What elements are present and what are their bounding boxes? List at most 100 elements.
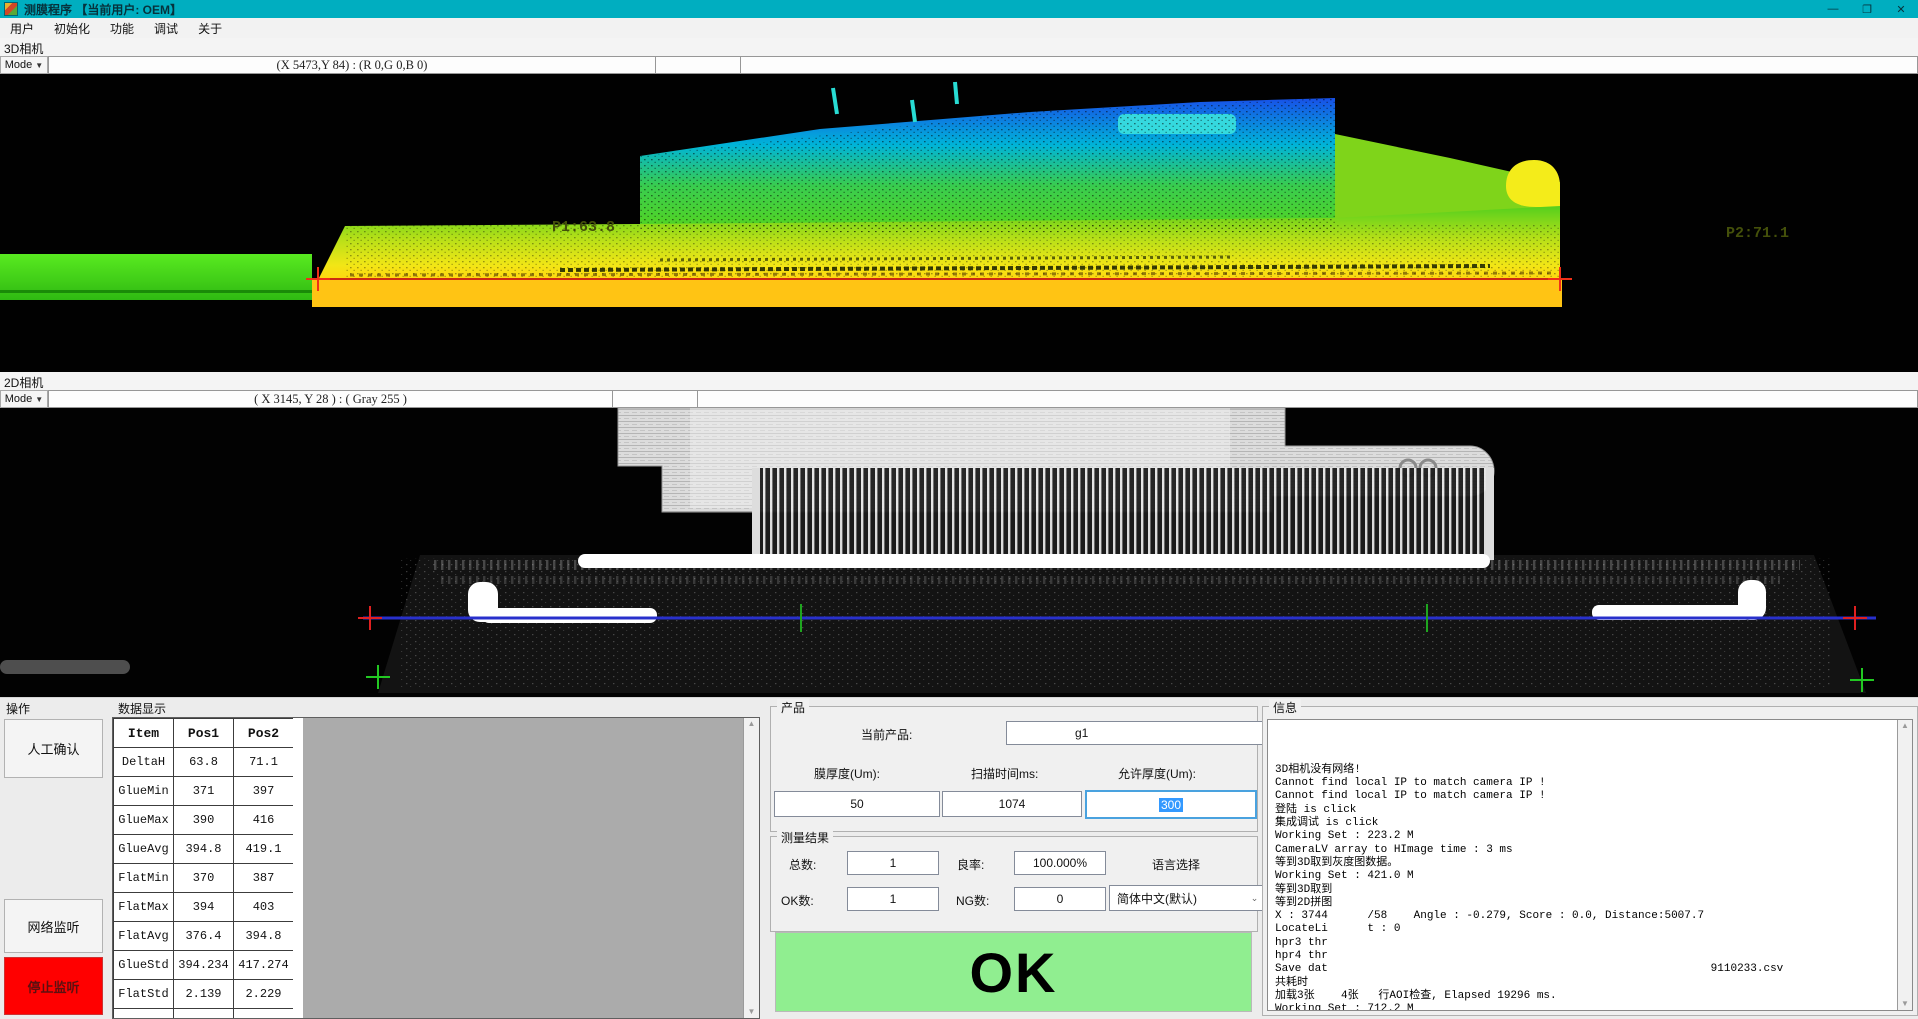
table-header-cell: Pos1 bbox=[174, 719, 234, 748]
table-row[interactable]: FlatStd 2.139 2.229 bbox=[114, 980, 294, 1009]
table-row[interactable]: X 2583.5 7866.7 bbox=[114, 1009, 294, 1019]
language-select-label: 语言选择 bbox=[1152, 856, 1200, 873]
table-cell-pos2: 387 bbox=[234, 864, 294, 893]
yield-label: 良率: bbox=[957, 856, 984, 873]
table-cell-item: FlatAvg bbox=[114, 922, 174, 951]
log-body: 3D相机没有网络!Cannot find local IP to match c… bbox=[1268, 720, 1897, 1010]
table-cell-pos2: 416 bbox=[234, 806, 294, 835]
log-area[interactable]: 3D相机没有网络!Cannot find local IP to match c… bbox=[1267, 719, 1913, 1011]
minimize-button[interactable]: — bbox=[1816, 0, 1850, 18]
log-line: 加载3张 4张 行AOI检查, Elapsed 19296 ms. bbox=[1275, 990, 1897, 1003]
info-groupbox-label: 信息 bbox=[1269, 699, 1301, 716]
menu-item[interactable]: 用户 bbox=[0, 20, 44, 37]
table-row[interactable]: FlatMax 394 403 bbox=[114, 893, 294, 922]
table-cell-pos2: 2.229 bbox=[234, 980, 294, 1009]
table-row[interactable]: FlatMin 370 387 bbox=[114, 864, 294, 893]
table-cell-pos1: 376.4 bbox=[174, 922, 234, 951]
results-groupbox: 测量结果 总数: 1 良率: 100.000% 语言选择 OK数: 1 NG数:… bbox=[770, 836, 1258, 932]
log-line: Save dat 9110233.csv bbox=[1275, 963, 1897, 976]
window-title: 测膜程序 【当前用户: OEM】 bbox=[24, 1, 182, 18]
table-row[interactable]: GlueStd 394.234 417.274 bbox=[114, 951, 294, 980]
table-cell-pos1: 394.8 bbox=[174, 835, 234, 864]
menu-item[interactable]: 初始化 bbox=[44, 20, 100, 37]
modebar3d-box bbox=[656, 56, 741, 74]
camera3d-label: 3D相机 bbox=[4, 40, 43, 57]
table-cell-item: X bbox=[114, 1009, 174, 1019]
scan-time-field[interactable]: 1074 bbox=[942, 791, 1082, 817]
mode-dropdown-3d[interactable]: Mode▼ bbox=[0, 56, 48, 74]
log-line: 共耗时 bbox=[1275, 977, 1897, 990]
coord-display-3d: (X 5473,Y 84) : (R 0,G 0,B 0) bbox=[48, 56, 656, 74]
grid-filler bbox=[293, 718, 303, 1018]
scroll-up-icon[interactable]: ▲ bbox=[748, 718, 756, 730]
table-cell-pos2: 71.1 bbox=[234, 748, 294, 777]
restore-button[interactable]: ❐ bbox=[1850, 0, 1884, 18]
product-groupbox-label: 产品 bbox=[777, 699, 809, 716]
table-cell-item: FlatMin bbox=[114, 864, 174, 893]
app-icon bbox=[4, 2, 18, 16]
language-dropdown[interactable]: 简体中文(默认) ⌄ bbox=[1109, 885, 1264, 911]
mode-dropdown-2d[interactable]: Mode▼ bbox=[0, 390, 48, 408]
close-button[interactable]: ✕ bbox=[1884, 0, 1918, 18]
table-cell-item: GlueAvg bbox=[114, 835, 174, 864]
info-groupbox: 信息 3D相机没有网络!Cannot find local IP to matc… bbox=[1262, 706, 1918, 1016]
ng-count-field[interactable]: 0 bbox=[1014, 887, 1106, 911]
camera2d-label: 2D相机 bbox=[4, 374, 43, 391]
chevron-down-icon: ⌄ bbox=[1246, 893, 1263, 904]
table-cell-pos2: 417.274 bbox=[234, 951, 294, 980]
3d-heightmap-image: P1:63.8 P2:71.1 bbox=[0, 74, 1918, 372]
log-line: Working Set : 712.2 M bbox=[1275, 1003, 1897, 1011]
scroll-down-icon[interactable]: ▼ bbox=[748, 1006, 756, 1018]
log-line: hpr4 thr bbox=[1275, 950, 1897, 963]
table-cell-pos1: 390 bbox=[174, 806, 234, 835]
camera2d-strip bbox=[0, 372, 1918, 390]
table-cell-pos1: 394.234 bbox=[174, 951, 234, 980]
yield-field[interactable]: 100.000% bbox=[1014, 851, 1106, 875]
titlebar: 测膜程序 【当前用户: OEM】 — ❐ ✕ bbox=[0, 0, 1918, 18]
grid-scrollbar[interactable]: ▲ ▼ bbox=[743, 718, 759, 1018]
allow-thickness-label: 允许厚度(Um): bbox=[1118, 765, 1196, 782]
table-cell-item: DeltaH bbox=[114, 748, 174, 777]
table-row[interactable]: GlueMin 371 397 bbox=[114, 777, 294, 806]
chevron-down-icon: ▼ bbox=[35, 61, 43, 70]
allow-thickness-field[interactable]: 300 bbox=[1085, 790, 1257, 819]
table-row[interactable]: FlatAvg 376.4 394.8 bbox=[114, 922, 294, 951]
camera2d-view[interactable] bbox=[0, 408, 1918, 697]
result-status-text: OK bbox=[970, 940, 1058, 1005]
manual-confirm-button[interactable]: 人工确认 bbox=[4, 719, 103, 778]
log-line: Cannot find local IP to match camera IP … bbox=[1275, 790, 1897, 803]
table-cell-pos1: 371 bbox=[174, 777, 234, 806]
table-cell-pos1: 2583.5 bbox=[174, 1009, 234, 1019]
log-scrollbar[interactable]: ▲ ▼ bbox=[1897, 720, 1912, 1010]
connector-pins bbox=[752, 468, 1494, 560]
log-line: Working Set : 421.0 M bbox=[1275, 870, 1897, 883]
table-header-cell: Pos2 bbox=[234, 719, 294, 748]
table-cell-pos1: 394 bbox=[174, 893, 234, 922]
table-cell-item: GlueMin bbox=[114, 777, 174, 806]
scroll-up-icon[interactable]: ▲ bbox=[1901, 720, 1909, 732]
menu-item[interactable]: 调试 bbox=[144, 20, 188, 37]
total-field[interactable]: 1 bbox=[847, 851, 939, 875]
network-listen-button[interactable]: 网络监听 bbox=[4, 899, 103, 953]
table-row[interactable]: DeltaH 63.8 71.1 bbox=[114, 748, 294, 777]
table-row[interactable]: GlueMax 390 416 bbox=[114, 806, 294, 835]
menu-item[interactable]: 关于 bbox=[188, 20, 232, 37]
scan-time-label: 扫描时间ms: bbox=[971, 765, 1038, 782]
film-thickness-field[interactable]: 50 bbox=[774, 791, 940, 817]
p1-measure-label: P1:63.8 bbox=[552, 219, 615, 236]
table-row[interactable]: GlueAvg 394.8 419.1 bbox=[114, 835, 294, 864]
camera2d-modebar: Mode▼ ( X 3145, Y 28 ) : ( Gray 255 ) bbox=[0, 390, 1918, 408]
table-header-cell: Item bbox=[114, 719, 174, 748]
coord-display-2d: ( X 3145, Y 28 ) : ( Gray 255 ) bbox=[48, 390, 613, 408]
camera3d-modebar: Mode▼ (X 5473,Y 84) : (R 0,G 0,B 0) bbox=[0, 56, 1918, 74]
results-groupbox-label: 测量结果 bbox=[777, 829, 833, 846]
ok-count-field[interactable]: 1 bbox=[847, 887, 939, 911]
camera3d-view[interactable]: P1:63.8 P2:71.1 bbox=[0, 74, 1918, 372]
log-line: 等到3D取到 bbox=[1275, 884, 1897, 897]
chevron-down-icon: ▼ bbox=[35, 395, 43, 404]
current-product-label: 当前产品: bbox=[861, 726, 912, 743]
menu-item[interactable]: 功能 bbox=[100, 20, 144, 37]
stop-listen-button[interactable]: 停止监听 bbox=[4, 957, 103, 1015]
scroll-down-icon[interactable]: ▼ bbox=[1901, 998, 1909, 1010]
p2-measure-label: P2:71.1 bbox=[1726, 225, 1789, 242]
